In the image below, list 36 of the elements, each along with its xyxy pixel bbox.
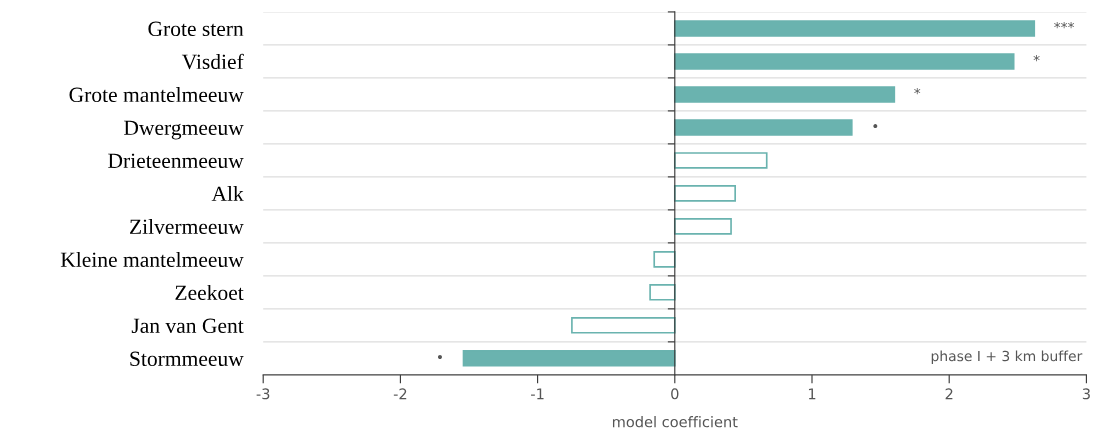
bar (673, 119, 853, 136)
x-tick-label: -2 (393, 388, 407, 400)
x-axis-title: model coefficient (612, 416, 738, 428)
y-tick-label: Jan van Gent (131, 318, 244, 334)
x-tick-label: -1 (531, 388, 544, 400)
y-tick-label: Grote stern (148, 21, 244, 37)
x-tick-label: 3 (1082, 388, 1090, 400)
bar (462, 350, 676, 367)
y-tick-label: Zeekoet (175, 284, 244, 301)
bar (649, 284, 676, 301)
annotation: * (1033, 54, 1040, 62)
y-tick-label: Visdief (181, 53, 244, 70)
bar (673, 218, 732, 235)
annotation: * (914, 87, 921, 95)
annotation: *** (1054, 21, 1075, 29)
y-tick-label: Zilvermeeuw (130, 218, 244, 235)
bar (673, 185, 737, 202)
y-tick-label: Drieteenmeeuw (108, 153, 244, 169)
annotation: • (873, 124, 878, 129)
x-tick-label: 1 (808, 388, 816, 400)
y-tick-label: Stormmeeuw (130, 351, 244, 367)
annotation: phase I + 3 km buffer (931, 350, 1083, 364)
bar (673, 152, 768, 169)
annotation: • (437, 355, 442, 360)
y-tick-label: Dwergmeeuw (124, 120, 244, 140)
x-tick-label: -3 (256, 388, 270, 400)
bar (653, 251, 676, 268)
bar (571, 317, 676, 334)
x-tick-label: 2 (945, 388, 953, 400)
bar (673, 20, 1036, 37)
y-tick-label: Kleine mantelmeeuw (60, 251, 244, 268)
bar (673, 86, 896, 103)
y-tick-label: Alk (211, 185, 244, 201)
y-tick-label: Grote mantelmeeuw (69, 86, 244, 103)
bar (673, 53, 1015, 70)
x-tick-label: 0 (671, 388, 679, 400)
